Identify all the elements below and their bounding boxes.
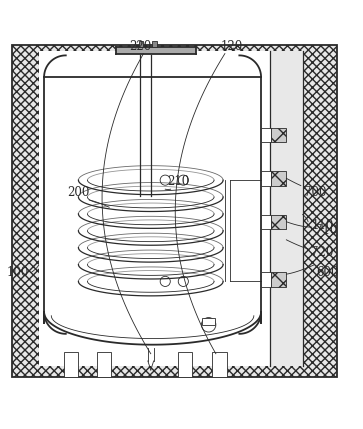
Bar [39, 51, 305, 366]
Bar [178, 352, 192, 377]
Text: 200: 200 [67, 186, 90, 199]
Bar [261, 214, 271, 229]
Bar [271, 272, 286, 287]
Text: 110: 110 [311, 219, 334, 232]
Bar [261, 128, 271, 142]
Bar [212, 352, 227, 377]
Bar [261, 171, 271, 186]
Text: 600: 600 [317, 266, 339, 279]
Text: 720: 720 [311, 246, 334, 259]
Bar [271, 128, 286, 142]
Text: 100: 100 [7, 266, 29, 279]
Bar [97, 352, 111, 377]
Bar [64, 352, 78, 377]
Bar [117, 48, 196, 54]
Text: 220: 220 [129, 40, 151, 53]
Bar [152, 41, 156, 48]
Text: 700: 700 [304, 186, 327, 199]
Bar [270, 51, 303, 366]
Text: 210: 210 [167, 175, 189, 188]
Bar [271, 214, 286, 229]
Text: 710: 710 [315, 224, 337, 237]
Text: 120: 120 [221, 40, 243, 53]
Bar [203, 317, 215, 325]
Bar [271, 171, 286, 186]
Bar [139, 41, 143, 48]
Bar [261, 272, 271, 287]
Polygon shape [44, 312, 261, 344]
